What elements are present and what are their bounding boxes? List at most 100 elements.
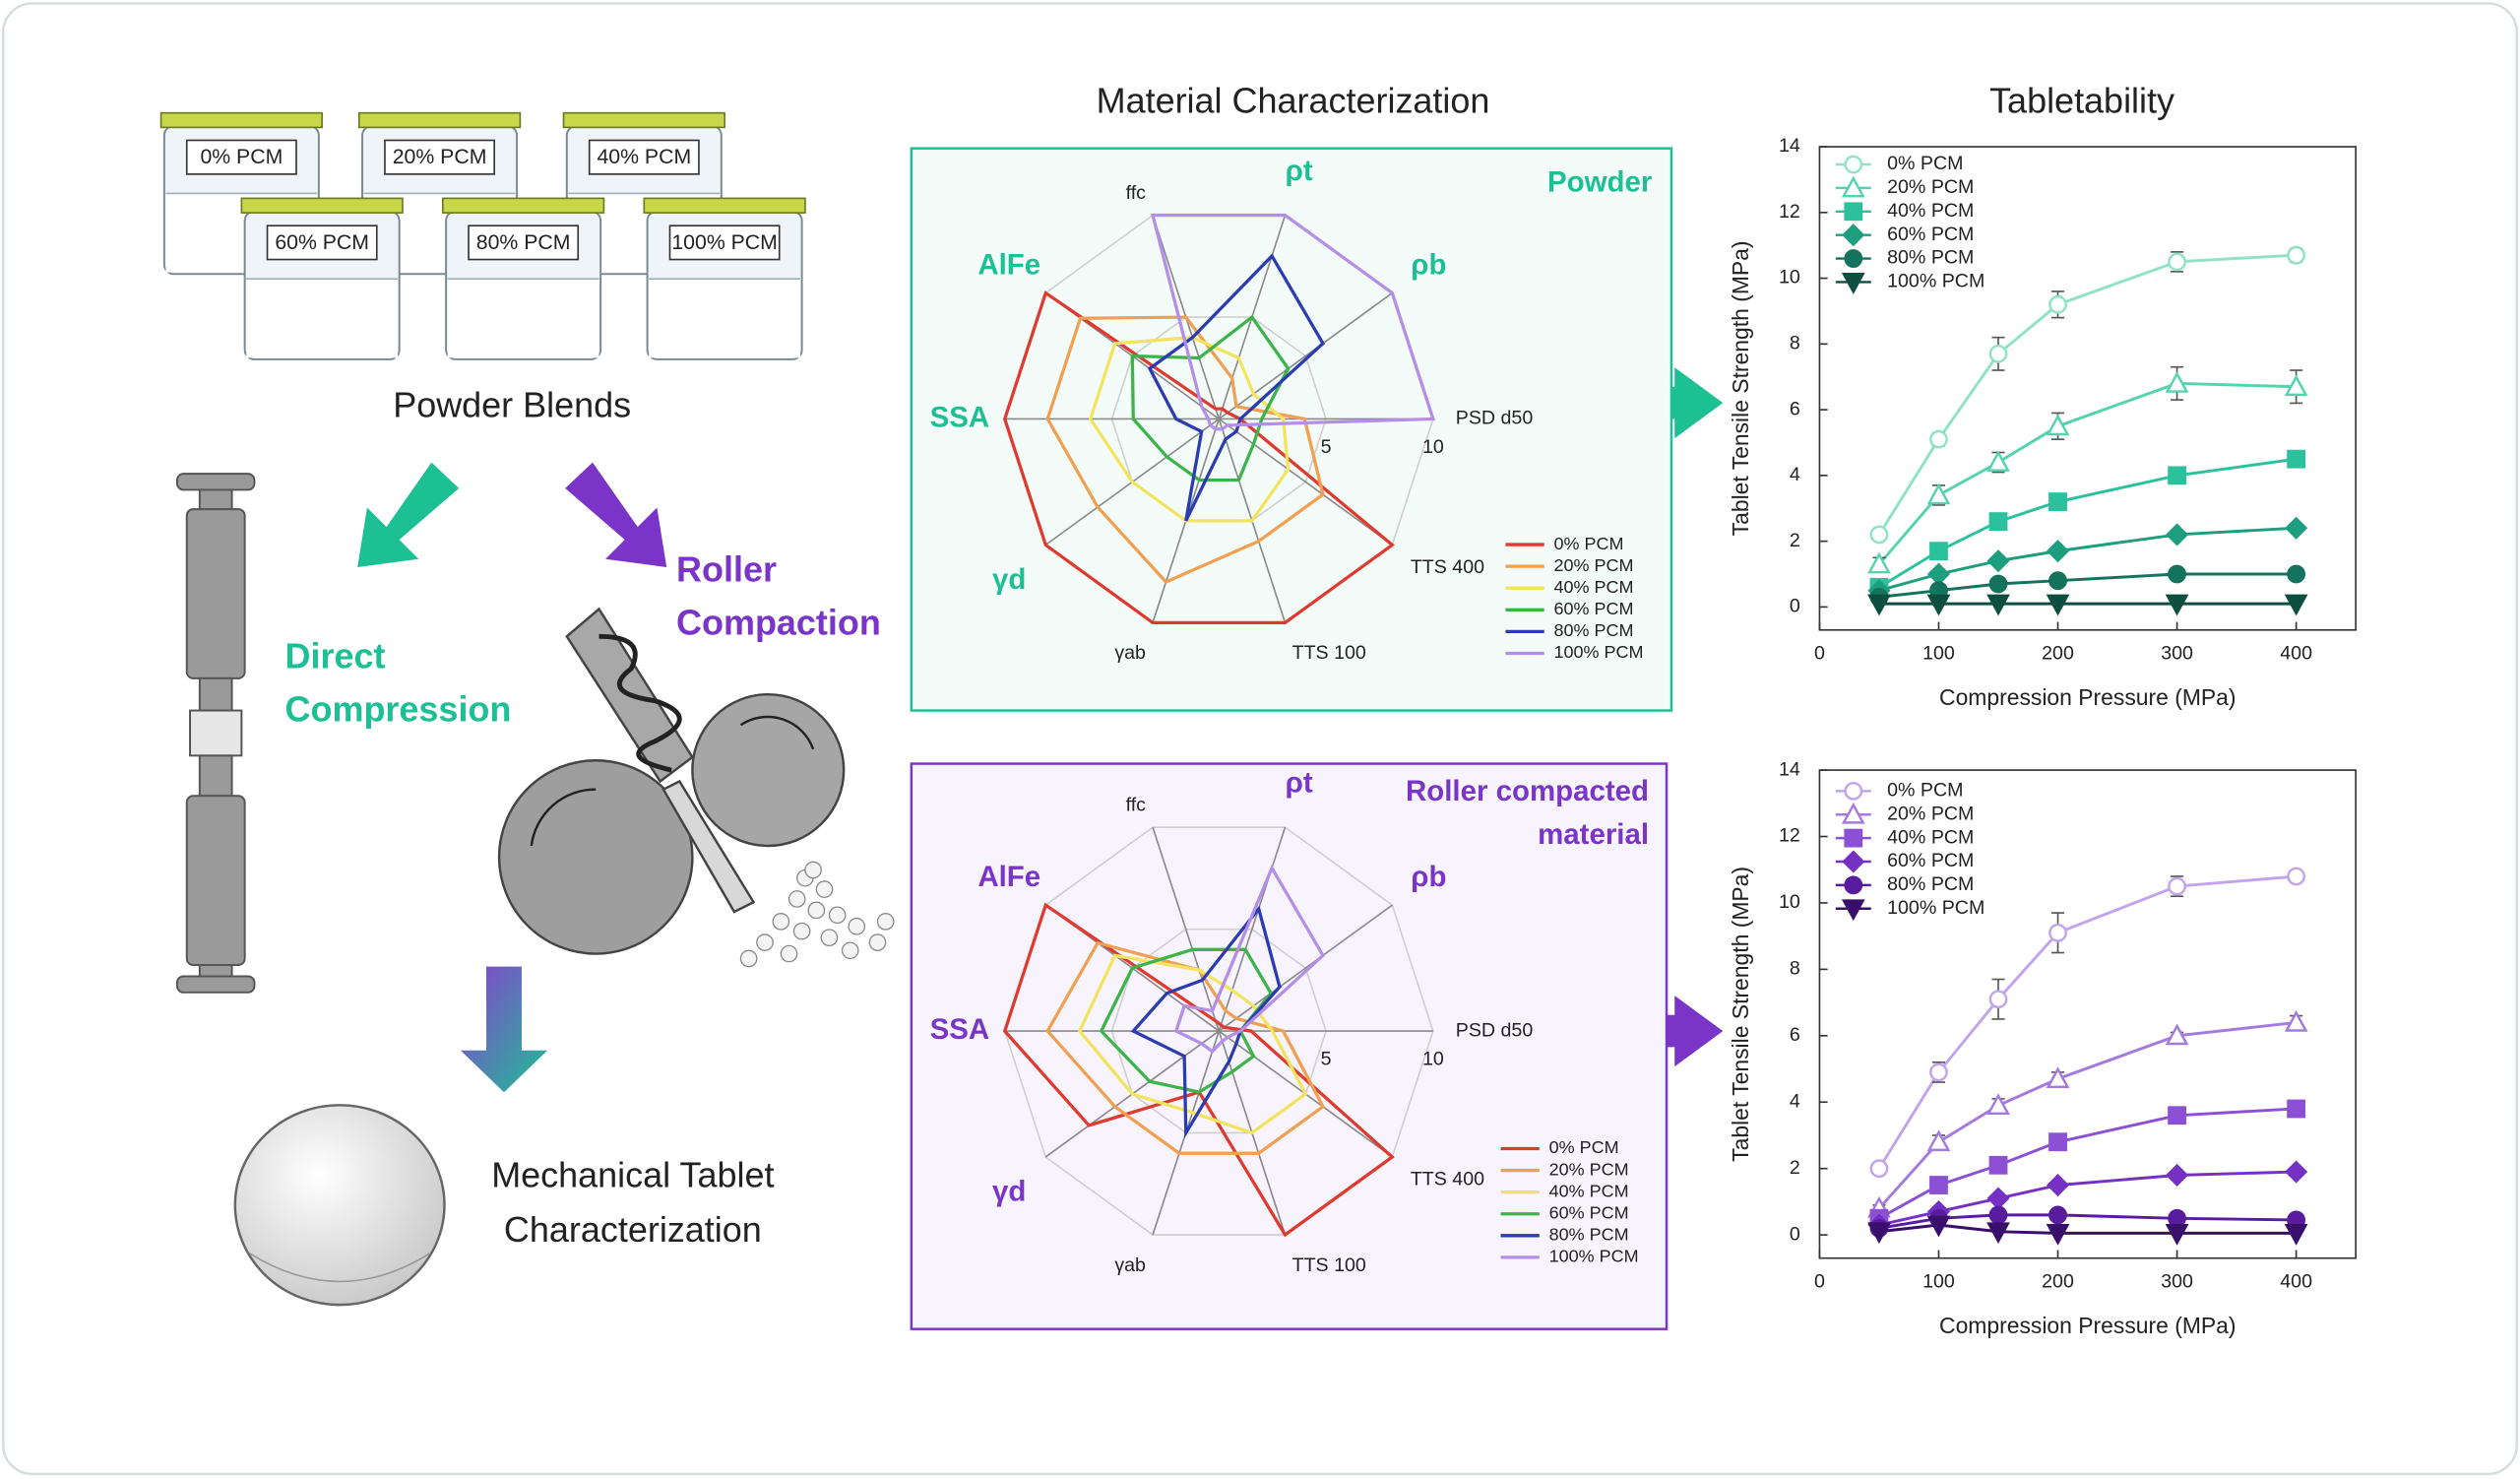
jar: 100% PCM [643, 197, 806, 360]
marker [2284, 374, 2308, 397]
series-line [1878, 1213, 2297, 1230]
legend-marker [1841, 273, 1865, 294]
marker [2168, 876, 2186, 896]
legend-marker [1844, 155, 1863, 174]
axis-label: PSD d50 [1456, 1019, 1534, 1041]
series-line [1878, 572, 2297, 599]
legend-label: 20% PCM [1554, 555, 1634, 575]
marker [2048, 1205, 2067, 1225]
spoke [1218, 291, 1393, 420]
marker [2284, 1224, 2308, 1246]
r-tick-label: 10 [1422, 1049, 1444, 1070]
marker [2168, 1106, 2186, 1125]
spoke [1152, 826, 1221, 1032]
jar-lid [357, 111, 522, 129]
marker [2287, 1099, 2306, 1119]
spoke [1218, 418, 1393, 547]
series-polygon [1099, 947, 1274, 1094]
granules [739, 861, 895, 968]
spoke [1218, 826, 1287, 1032]
marker [2046, 414, 2070, 436]
granule [828, 906, 847, 925]
series-polygon [1150, 213, 1436, 431]
axis-label: ρt [1286, 766, 1313, 799]
roller-compaction-label: Roller [676, 548, 777, 589]
marker [2046, 594, 2070, 616]
panel [910, 762, 1669, 1330]
legend-marker [1844, 781, 1863, 801]
series-line [1878, 457, 2297, 589]
roller [691, 692, 846, 848]
legend-marker [1842, 850, 1865, 873]
r-tick-label: 5 [1321, 436, 1332, 458]
axis-label: PSD d50 [1456, 408, 1534, 429]
x-tick-label: 100 [1922, 1270, 1955, 1292]
jar-label: 60% PCM [275, 230, 369, 254]
marker [1867, 594, 1891, 616]
jar-label: 20% PCM [393, 145, 487, 168]
compression-tool [175, 473, 256, 994]
marker [2165, 1224, 2189, 1246]
punch [198, 754, 233, 798]
marker [2285, 516, 2308, 540]
panel-title: Powder [1547, 165, 1653, 198]
marker [2168, 466, 2186, 485]
legend-label: 80% PCM [1887, 247, 1974, 269]
marker [2046, 540, 2070, 563]
punch [198, 488, 233, 511]
legend-label: 40% PCM [1887, 826, 1974, 848]
marker [2287, 245, 2306, 265]
x-axis-label: Compression Pressure (MPa) [1939, 684, 2236, 710]
legend-label: 60% PCM [1554, 599, 1634, 618]
granule [815, 880, 834, 898]
legend-label: 80% PCM [1549, 1225, 1629, 1245]
legend-marker [1841, 802, 1865, 824]
marker [1986, 1222, 2010, 1245]
jar-label-box [468, 225, 580, 261]
y-tick-label: 0 [1790, 596, 1800, 617]
jar-label-box [266, 225, 378, 261]
marker [1867, 1222, 1891, 1245]
axis-label: TTS 400 [1411, 556, 1484, 578]
jar-label: 100% PCM [671, 230, 777, 254]
jar-label-box [668, 225, 781, 261]
jar-powder [246, 279, 399, 358]
marker [2046, 1173, 2070, 1197]
y-tick-label: 0 [1790, 1223, 1800, 1245]
jar: 80% PCM [442, 197, 605, 360]
axis-label: γd [992, 563, 1026, 596]
series-polygon [1173, 864, 1326, 1054]
marker [2165, 371, 2189, 393]
x-tick-label: 0 [1814, 642, 1825, 664]
direct-compression-label: Compression [285, 689, 512, 730]
marker [1986, 549, 2010, 573]
granule [807, 901, 826, 920]
marker [1929, 1062, 1948, 1082]
marker [1988, 344, 2008, 363]
x-tick-label: 200 [2042, 1270, 2074, 1292]
jar-lid [643, 197, 806, 214]
marker [1867, 551, 1891, 574]
jar-lid [442, 197, 605, 214]
marker [2284, 1009, 2308, 1032]
section-title: Tabletability [1989, 80, 2174, 120]
roller-compactor [497, 607, 846, 955]
granule [804, 861, 822, 879]
legend-label: 0% PCM [1887, 153, 1963, 174]
granule [848, 917, 866, 935]
tablet [233, 1104, 446, 1307]
axis-label: γd [992, 1175, 1026, 1207]
legend-label: 100% PCM [1549, 1247, 1639, 1266]
tablet-edge [249, 1253, 431, 1283]
legend-label: 80% PCM [1887, 873, 1974, 895]
legend-label: 40% PCM [1554, 577, 1634, 597]
marker [2165, 594, 2189, 616]
roller [497, 759, 694, 955]
legend-label: 40% PCM [1887, 200, 1974, 222]
marker [1926, 482, 1951, 505]
jar-label: 0% PCM [200, 145, 283, 168]
y-tick-label: 2 [1790, 1157, 1800, 1179]
marker [1986, 594, 2010, 616]
